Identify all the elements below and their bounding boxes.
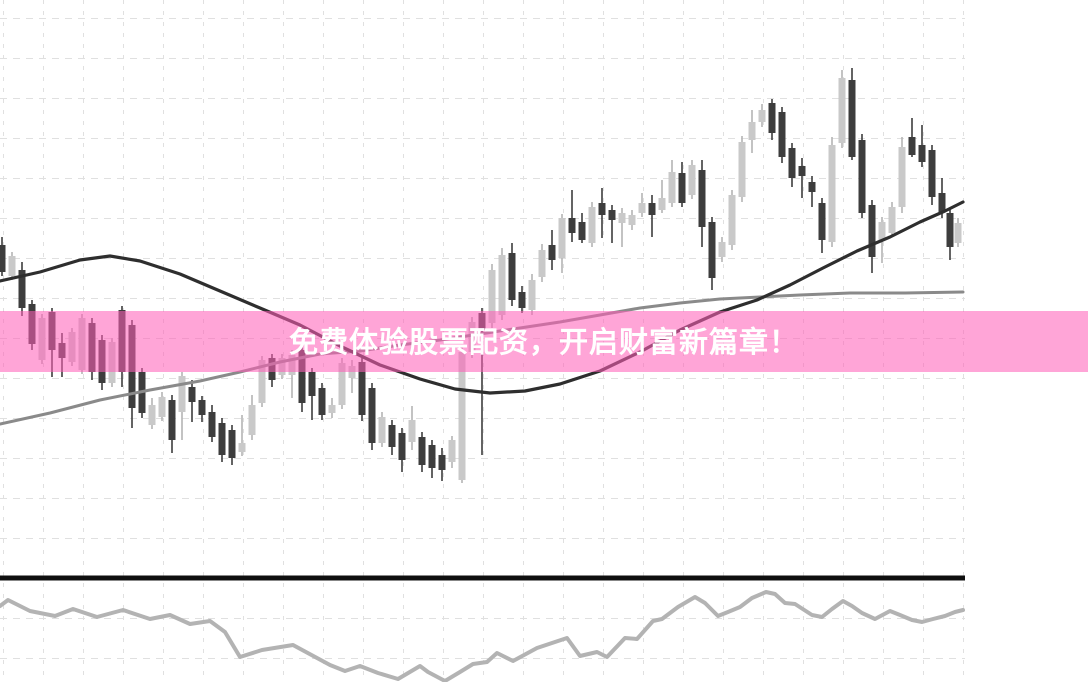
candle-down (368, 383, 376, 450)
candle-down (508, 243, 516, 306)
candle-down (398, 428, 406, 472)
candle-down (358, 358, 366, 421)
candle-up (458, 346, 466, 483)
candle-up (758, 104, 766, 127)
candle-down (918, 125, 926, 167)
candle-down (908, 118, 916, 157)
candle-up (108, 338, 116, 387)
candle-down (678, 162, 686, 207)
candle-down (218, 418, 226, 462)
candle-up (488, 264, 496, 328)
candle-up (738, 136, 746, 202)
candle-up (248, 395, 256, 440)
candle-up (628, 210, 636, 230)
candle-down (858, 134, 866, 218)
candle-down (48, 308, 56, 377)
candle-down (18, 262, 26, 316)
candle-down (128, 320, 136, 428)
candle-up (158, 392, 166, 421)
candle-up (8, 252, 16, 280)
candle-up (78, 314, 86, 374)
candle-down (268, 354, 276, 387)
candle-down (228, 425, 236, 465)
candle-down (598, 188, 606, 238)
candle-up (668, 160, 676, 207)
candle-down (768, 99, 776, 140)
candle-up (748, 110, 756, 153)
candle-up (288, 350, 296, 398)
candle-up (688, 160, 696, 199)
candle-down (28, 300, 36, 350)
candle-down (188, 380, 196, 422)
candle-up (728, 190, 736, 250)
candle-down (708, 217, 716, 290)
candle-up (258, 356, 266, 407)
candle-up (838, 70, 846, 148)
candle-down (608, 205, 616, 243)
candle-up (954, 218, 962, 247)
candle-down (98, 335, 106, 390)
candle-up (378, 412, 386, 447)
candle-up (408, 406, 416, 450)
candle-down (168, 395, 176, 453)
candle-down (208, 405, 216, 442)
candle-down (928, 145, 936, 205)
candle-up (888, 202, 896, 237)
candle-up (148, 398, 156, 429)
candle-up (658, 180, 666, 213)
candle-down (318, 383, 326, 420)
candle-up (528, 274, 536, 315)
candle-up (338, 358, 346, 409)
candle-down (438, 448, 446, 481)
candle-down (778, 107, 786, 163)
candle-down (808, 176, 816, 207)
candle-down (568, 190, 576, 242)
candle-up (278, 354, 286, 379)
candle-up (68, 328, 76, 366)
candle-down (518, 286, 526, 313)
candle-down (388, 420, 396, 455)
candle-down (198, 396, 206, 422)
candle-up (638, 193, 646, 217)
candle-down (578, 213, 586, 243)
candle-up (238, 415, 246, 456)
candle-up (618, 208, 626, 247)
ma-slow-line (0, 200, 965, 395)
candle-down (648, 195, 656, 237)
candle-down (868, 200, 876, 273)
candle-down (88, 318, 96, 380)
candle-up (718, 237, 726, 262)
candle-down (418, 432, 426, 472)
indicator-line (0, 590, 965, 682)
candle-down (548, 230, 556, 270)
candle-up (468, 317, 476, 358)
candle-down (848, 68, 856, 160)
candle-down (58, 333, 66, 377)
candle-up (558, 214, 566, 273)
candle-up (538, 244, 546, 282)
candle-down (478, 308, 486, 455)
candle-up (348, 360, 356, 393)
candle-up (588, 202, 596, 247)
candle-down (118, 306, 126, 387)
candle-down (818, 198, 826, 253)
candle-down (698, 160, 706, 247)
candle-down (788, 143, 796, 187)
candle-up (38, 314, 46, 364)
candle-down (308, 368, 316, 420)
candle-up (898, 137, 906, 213)
candle-down (946, 208, 954, 260)
candle-up (178, 372, 186, 440)
candle-down (428, 440, 436, 478)
candles (0, 68, 962, 483)
candle-up (828, 137, 836, 247)
candle-down (798, 158, 806, 198)
candle-up (498, 248, 506, 320)
candle-down (0, 237, 6, 276)
candle-up (448, 436, 456, 468)
candle-up (328, 398, 336, 418)
